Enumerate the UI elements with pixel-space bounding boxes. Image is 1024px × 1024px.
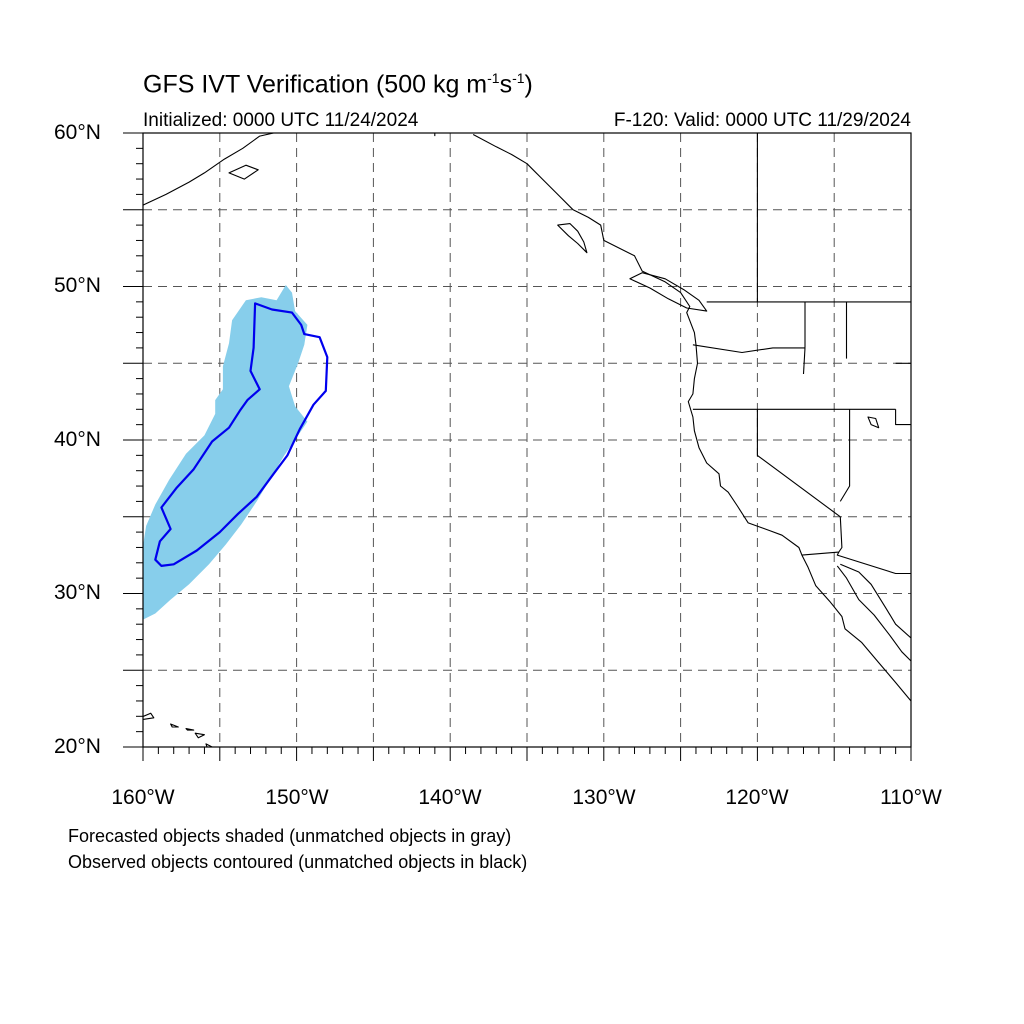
lon-label-120w: 120°W [725,786,789,809]
hawaii-island [170,723,179,728]
political-border [692,344,805,354]
lon-label-130w: 130°W [572,786,636,809]
grid-lines [143,133,911,747]
political-border [836,551,911,575]
coastlines [143,133,911,747]
title-exp1: -1 [487,70,500,86]
observed-object-contour [154,302,329,568]
hawaii-island [143,712,155,720]
title-end: ) [524,70,533,99]
alaska-coast [143,133,274,206]
lon-label-140w: 140°W [418,786,482,809]
west-coastline [472,134,911,702]
vancouver-island [629,272,708,312]
ivt-objects [143,285,329,620]
lat-label-60: 60°N [54,121,101,144]
lon-label-150w: 150°W [265,786,329,809]
valid-time-label: F-120: Valid: 0000 UTC 11/29/2024 [613,110,911,131]
political-border [802,347,806,375]
political-border [756,409,841,518]
forecast-object [143,285,308,620]
lat-label-40: 40°N [54,428,101,451]
hawaii-island [185,728,195,731]
initialized-label: Initialized: 0000 UTC 11/24/2024 [143,110,419,131]
haida-gwaii [557,223,588,254]
chart-title: GFS IVT Verification (500 kg m-1s-1) [143,70,533,99]
axis-ticks [123,132,912,761]
political-border [801,516,843,556]
lon-label-110w: 110°W [880,786,942,809]
hawaii-island [194,732,205,739]
forecast-note: Forecasted objects shaded (unmatched obj… [68,826,512,846]
observed-note: Observed objects contoured (unmatched ob… [68,852,528,872]
political-border [895,409,911,426]
kodiak-island [228,164,259,180]
lon-label-160w: 160°W [111,786,175,809]
mainland-gulf-coast [840,563,911,639]
title-mid: s [499,70,513,99]
baja-gulf-coast [836,565,911,662]
lat-label-50: 50°N [54,274,101,297]
great-salt-lake [867,416,880,429]
political-border [839,409,851,502]
title-exp2: -1 [512,70,525,86]
lat-label-20: 20°N [54,735,101,758]
lat-label-30: 30°N [54,581,101,604]
title-main: GFS IVT Verification (500 kg m [143,70,488,99]
